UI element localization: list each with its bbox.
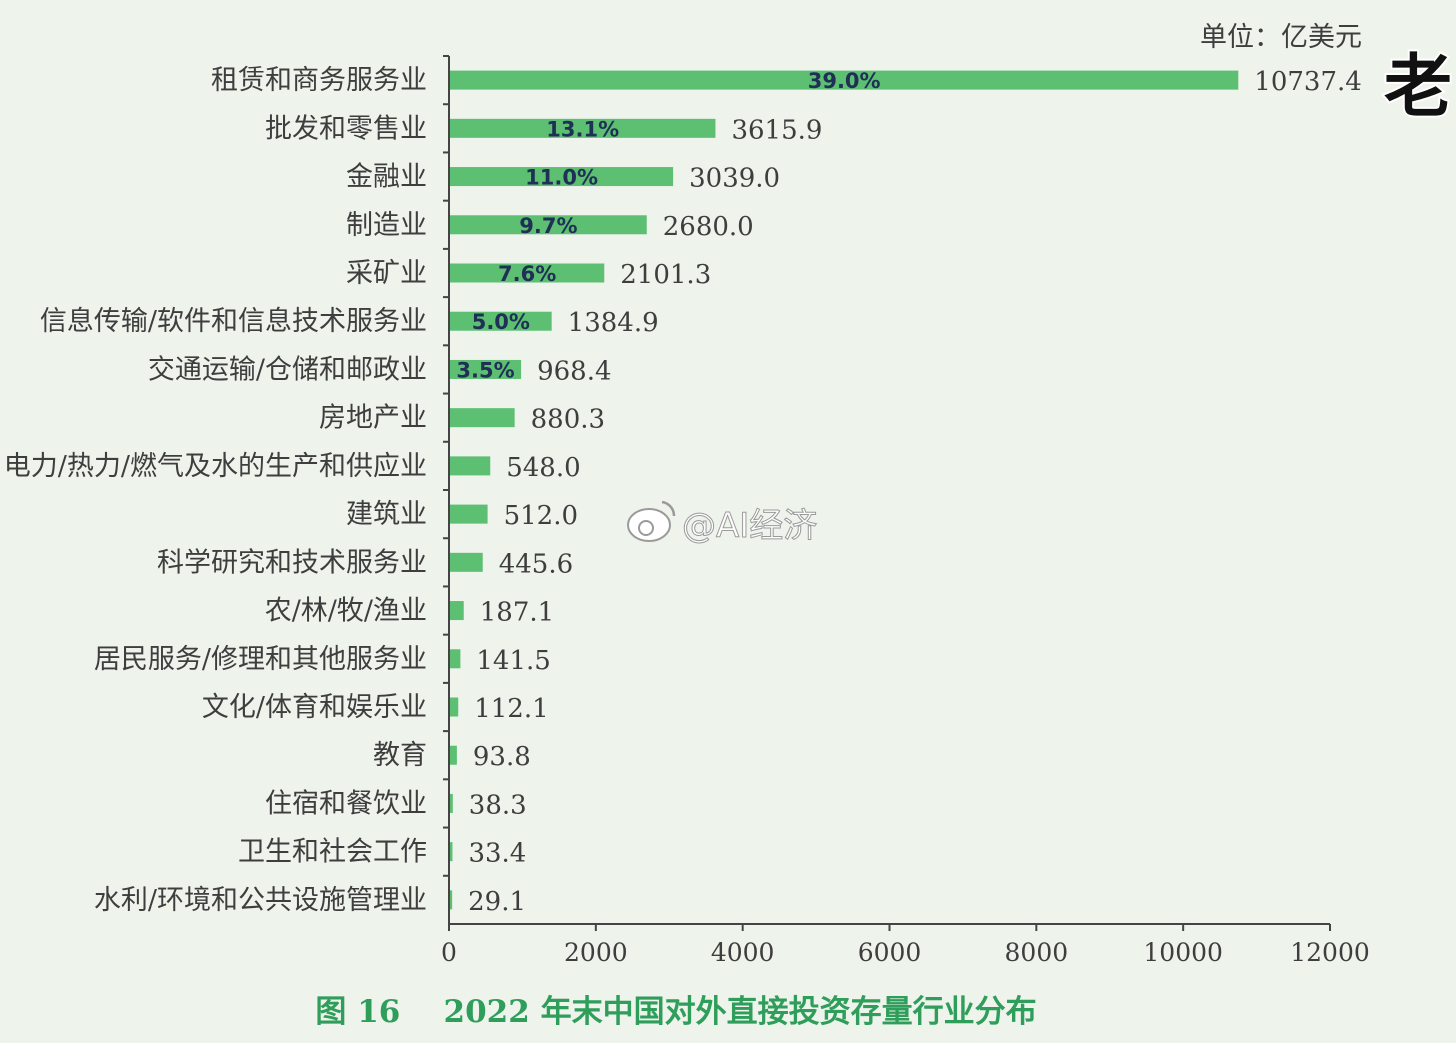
x-tick-label: 10000 — [1143, 938, 1223, 967]
category-label: 金融业 — [346, 162, 427, 193]
value-label: 10737.4 — [1254, 67, 1362, 97]
x-tick-label: 8000 — [1005, 938, 1069, 967]
corner-character: 老 — [1384, 47, 1452, 127]
category-label: 教育 — [373, 740, 427, 771]
value-label: 548.0 — [506, 453, 580, 483]
percent-label: 39.0% — [808, 69, 881, 93]
category-label: 居民服务/修理和其他服务业 — [94, 644, 427, 675]
bar — [450, 842, 453, 862]
value-label: 880.3 — [531, 405, 605, 435]
value-label: 2101.3 — [620, 260, 711, 290]
category-label: 批发和零售业 — [265, 113, 427, 144]
bar — [450, 456, 491, 476]
chart-caption: 图 16 2022 年末中国对外直接投资存量行业分布 — [315, 994, 1036, 1030]
value-label: 187.1 — [480, 598, 554, 628]
category-label: 文化/体育和娱乐业 — [202, 692, 427, 723]
category-label: 科学研究和技术服务业 — [157, 547, 427, 578]
bar — [450, 601, 464, 621]
plot-area: 租赁和商务服务业 10737.4 39.0% 批发和零售业 3615.9 13.1% 金融业… — [4, 55, 1370, 967]
category-label: 房地产业 — [319, 403, 427, 434]
category-label: 制造业 — [346, 210, 427, 241]
percent-label: 3.5% — [456, 358, 514, 382]
category-label: 卫生和社会工作 — [238, 837, 427, 868]
bar — [450, 890, 453, 910]
x-tick-label: 6000 — [858, 938, 922, 967]
x-tick-label: 4000 — [711, 938, 775, 967]
bar — [450, 793, 453, 813]
bar — [450, 504, 488, 524]
bar — [450, 215, 647, 235]
value-label: 968.4 — [537, 356, 611, 386]
percent-label: 7.6% — [498, 262, 556, 286]
value-label: 2680.0 — [663, 212, 754, 242]
category-label: 农/林/牧/渔业 — [265, 596, 427, 627]
bar — [450, 167, 674, 187]
weibo-icon — [627, 500, 676, 542]
category-label: 交通运输/仓储和邮政业 — [148, 354, 427, 385]
value-label: 3039.0 — [689, 164, 780, 194]
value-label: 38.3 — [469, 790, 527, 820]
category-label: 水利/环境和公共设施管理业 — [94, 885, 427, 916]
value-label: 33.4 — [468, 839, 526, 869]
x-tick-label: 0 — [441, 938, 457, 967]
bar — [450, 311, 552, 331]
percent-label: 9.7% — [519, 214, 577, 238]
percent-label: 11.0% — [525, 166, 598, 190]
bar — [450, 649, 461, 669]
unit-label: 单位：亿美元 — [1200, 22, 1362, 53]
percent-label: 13.1% — [546, 117, 619, 141]
value-label: 112.1 — [474, 694, 548, 724]
bar — [450, 745, 457, 765]
category-label: 信息传输/软件和信息技术服务业 — [40, 306, 427, 337]
bar — [450, 552, 483, 572]
category-label: 电力/热力/燃气及水的生产和供应业 — [4, 451, 427, 482]
watermark: @AI经济 — [682, 506, 817, 546]
category-label: 采矿业 — [346, 258, 427, 289]
value-label: 29.1 — [468, 887, 526, 917]
value-label: 3615.9 — [731, 115, 822, 145]
value-label: 141.5 — [476, 646, 550, 676]
bar — [450, 359, 522, 379]
bar — [450, 697, 459, 717]
value-label: 512.0 — [504, 501, 578, 531]
category-label: 租赁和商务服务业 — [211, 65, 427, 96]
category-label: 住宿和餐饮业 — [265, 788, 427, 819]
bar — [450, 70, 1239, 90]
percent-label: 5.0% — [472, 310, 530, 334]
bar — [450, 408, 515, 428]
value-label: 445.6 — [499, 549, 573, 579]
x-tick-label: 12000 — [1290, 938, 1370, 967]
bar — [450, 118, 716, 138]
x-tick-label: 2000 — [564, 938, 628, 967]
bar — [450, 263, 605, 283]
value-label: 93.8 — [473, 742, 531, 772]
value-label: 1384.9 — [568, 308, 659, 338]
category-label: 建筑业 — [346, 499, 427, 530]
